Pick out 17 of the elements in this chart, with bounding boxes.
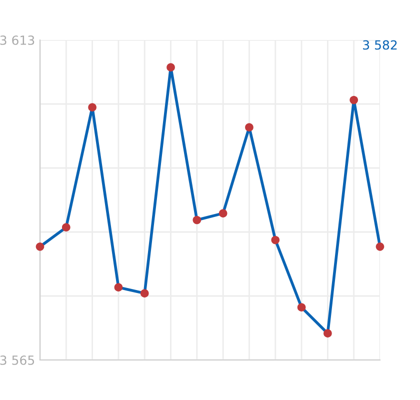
point <box>376 242 384 251</box>
point <box>36 242 44 251</box>
y-tick-label: 3 565 <box>0 355 34 365</box>
point <box>88 103 96 112</box>
annotation: 3 582 <box>363 40 397 50</box>
point <box>114 283 123 292</box>
point <box>218 209 228 218</box>
point <box>297 303 306 312</box>
point <box>140 289 149 298</box>
point <box>271 236 280 244</box>
point <box>192 216 202 224</box>
point <box>324 329 332 338</box>
y-tick-label: 3 613 <box>0 35 34 45</box>
point <box>245 123 254 132</box>
point <box>62 223 70 232</box>
point <box>350 96 358 104</box>
point <box>166 63 175 72</box>
